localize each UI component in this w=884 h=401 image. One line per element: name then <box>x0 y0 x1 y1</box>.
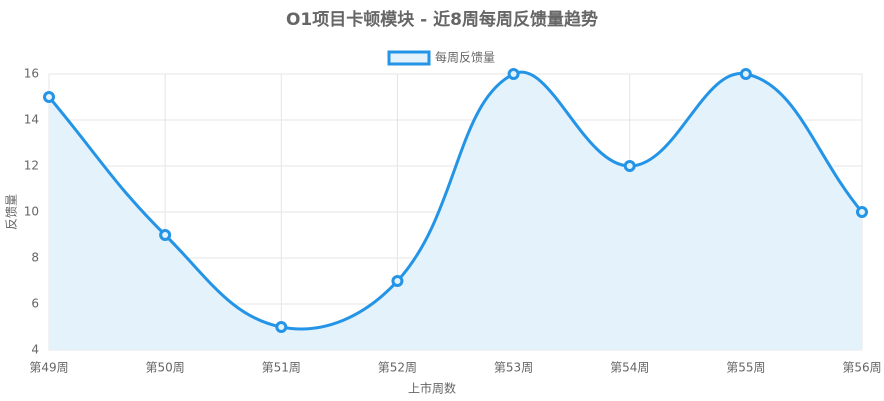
legend-swatch <box>387 50 431 66</box>
x-tick-label: 第51周 <box>262 361 301 375</box>
y-tick-label: 8 <box>31 251 39 265</box>
y-tick-label: 12 <box>24 159 39 173</box>
line <box>47 70 864 331</box>
x-tick-label: 第53周 <box>494 361 533 375</box>
legend-label: 每周反馈量 <box>435 50 495 65</box>
area <box>49 72 862 350</box>
y-tick-label: 6 <box>31 297 39 311</box>
point <box>43 91 55 103</box>
x-tick-label: 第54周 <box>610 361 649 375</box>
point <box>391 275 404 287</box>
x-tick-label: 第52周 <box>378 361 417 375</box>
point <box>739 68 752 80</box>
x-tick-label: 第49周 <box>29 361 68 375</box>
y-tick-label: 16 <box>24 67 39 81</box>
point <box>623 160 636 172</box>
y-tick-label: 4 <box>31 343 39 357</box>
x-tick-label: 第56周 <box>842 361 881 375</box>
y-tick-label: 14 <box>24 113 39 127</box>
point <box>856 206 868 218</box>
chart-title: O1项目卡顿模块 - 近8周每周反馈量趋势 <box>286 9 598 30</box>
x-tick-label: 第55周 <box>726 361 765 375</box>
y-tick-label: 10 <box>24 205 39 219</box>
y-axis-label: 反馈量 <box>5 194 19 230</box>
x-tick-label: 第50周 <box>146 361 185 375</box>
point <box>159 229 172 241</box>
x-axis-label: 上市周数 <box>408 381 456 396</box>
point <box>507 68 520 80</box>
point <box>275 321 288 333</box>
